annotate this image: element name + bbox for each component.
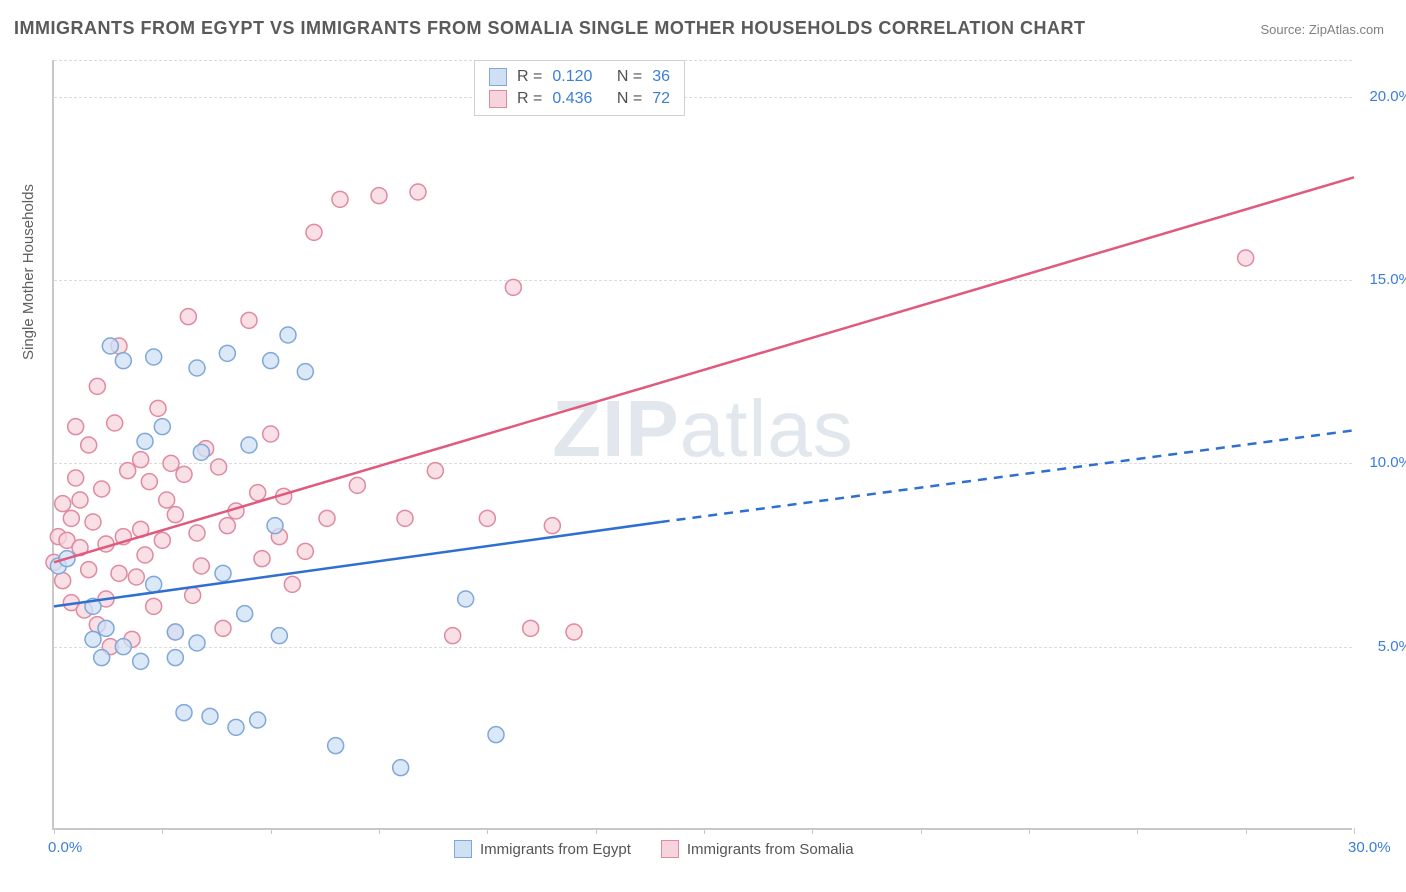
legend-stats-box: R = 0.120 N = 36 R = 0.436 N = 72 [474, 60, 685, 116]
swatch-somalia-bottom [661, 840, 679, 858]
r-label: R = [517, 68, 542, 86]
legend-stats-row-egypt: R = 0.120 N = 36 [489, 66, 670, 88]
legend-label-somalia: Immigrants from Somalia [687, 841, 854, 858]
y-tick-label: 10.0% [1357, 454, 1406, 471]
x-tick-label: 0.0% [48, 839, 82, 856]
swatch-egypt-bottom [454, 840, 472, 858]
y-tick-label: 15.0% [1357, 271, 1406, 288]
n-label: N = [617, 68, 642, 86]
y-axis-label: Single Mother Households [20, 184, 37, 360]
chart-svg [54, 60, 1352, 828]
plot-area: ZIPatlas 5.0%10.0%15.0%20.0% R = 0.120 N… [52, 60, 1352, 830]
r-value-somalia: 0.436 [552, 90, 592, 108]
swatch-somalia [489, 90, 507, 108]
r-label: R = [517, 90, 542, 108]
swatch-egypt [489, 68, 507, 86]
legend-bottom: Immigrants from Egypt Immigrants from So… [454, 840, 854, 858]
legend-item-somalia: Immigrants from Somalia [661, 840, 854, 858]
r-value-egypt: 0.120 [552, 68, 592, 86]
n-value-somalia: 72 [652, 90, 670, 108]
n-value-egypt: 36 [652, 68, 670, 86]
legend-stats-row-somalia: R = 0.436 N = 72 [489, 88, 670, 110]
x-tick-label: 30.0% [1348, 839, 1391, 856]
legend-item-egypt: Immigrants from Egypt [454, 840, 631, 858]
y-tick-label: 20.0% [1357, 88, 1406, 105]
n-label: N = [617, 90, 642, 108]
y-tick-label: 5.0% [1357, 638, 1406, 655]
legend-label-egypt: Immigrants from Egypt [480, 841, 631, 858]
chart-title: IMMIGRANTS FROM EGYPT VS IMMIGRANTS FROM… [14, 18, 1085, 39]
source-label: Source: ZipAtlas.com [1260, 22, 1384, 37]
